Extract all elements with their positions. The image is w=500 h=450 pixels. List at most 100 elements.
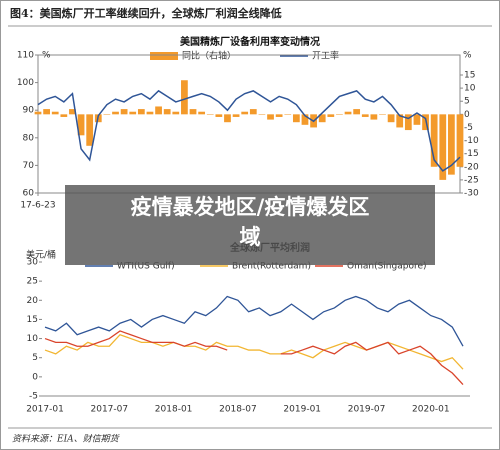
y-tick-label: 80	[23, 133, 35, 143]
bar	[448, 114, 455, 175]
y-tick-label: 70	[23, 161, 35, 171]
bar	[77, 114, 85, 136]
y-tick-label: 5	[32, 353, 38, 363]
y2-tick-label: 15	[464, 71, 475, 81]
line	[37, 89, 461, 172]
bar	[241, 111, 249, 115]
x-tick-label: 2019-07	[348, 405, 386, 415]
y2-tick-label: -10	[464, 136, 479, 146]
bar	[34, 111, 42, 115]
y2-tick-label: 5	[464, 97, 470, 107]
legend-label: Oman(Singapore)	[347, 262, 427, 272]
y-tick-label: 110	[17, 51, 34, 61]
bar	[181, 80, 188, 115]
bar	[361, 114, 369, 117]
bar	[422, 114, 429, 131]
legend-swatch	[150, 52, 178, 60]
bar	[60, 114, 68, 117]
y-tick-label: 90	[23, 106, 35, 116]
bar	[129, 111, 137, 115]
y2-tick-label: -20	[464, 162, 479, 172]
bar	[439, 114, 447, 180]
bar	[103, 114, 111, 115]
bar	[112, 111, 119, 115]
line	[280, 341, 464, 385]
bar	[370, 114, 378, 120]
bar	[387, 114, 395, 123]
y2-tick-label: -30	[464, 189, 479, 199]
y2-tick-label: 10	[464, 84, 476, 94]
bar	[292, 114, 300, 123]
y2-tick-label: 0	[464, 110, 470, 120]
bar	[275, 114, 283, 117]
x-tick-label: 2020-01	[412, 405, 450, 415]
source: 资料来源：EIA、财信期货	[12, 434, 121, 445]
y-tick-label: 100	[17, 78, 34, 88]
legend-label: WTI(US Gulf)	[117, 262, 175, 272]
bar	[404, 114, 412, 131]
bar	[155, 106, 162, 115]
bar	[215, 114, 223, 117]
bar	[69, 109, 76, 115]
bar	[198, 111, 206, 115]
bar	[327, 114, 335, 117]
bar	[353, 109, 361, 115]
bar	[232, 114, 240, 117]
bar	[336, 114, 343, 115]
figure-title: 图4：美国炼厂开工率继续回升，全球炼厂利润全线降低	[10, 6, 282, 20]
bar	[163, 109, 171, 115]
y-tick-label: 25	[27, 277, 38, 287]
bar	[189, 109, 197, 115]
bar	[86, 114, 94, 146]
bar	[456, 114, 464, 167]
y-tick-label: 10	[27, 334, 39, 344]
overlay-text: 域	[240, 225, 261, 249]
y2-tick-label: -15	[464, 149, 479, 159]
overlay-text: 疫情暴发地区/疫情爆发区	[131, 195, 370, 219]
x-tick-label: 17-6-23	[20, 201, 55, 211]
y-tick-label: 30	[27, 258, 39, 268]
y-axis-label: 美元/桶	[26, 249, 56, 261]
bar	[284, 114, 292, 115]
line	[44, 330, 228, 351]
x-tick-label: 2017-01	[26, 405, 64, 415]
line	[44, 295, 464, 347]
bar	[430, 114, 438, 167]
bar	[224, 114, 231, 123]
bar	[43, 109, 50, 115]
bar	[396, 114, 404, 128]
x-tick-label: 2017-07	[91, 405, 129, 415]
overlay-banner	[65, 185, 435, 265]
line	[44, 333, 464, 370]
chart-title: 美国精炼厂设备利用率变动情况	[180, 35, 320, 48]
bar	[267, 114, 274, 120]
x-tick-label: 2018-07	[219, 405, 257, 415]
y-tick-label: 60	[23, 189, 35, 199]
y-tick-label: 20	[27, 296, 39, 306]
y2-tick-label: -25	[464, 175, 479, 185]
bar	[413, 114, 421, 125]
bar	[206, 114, 214, 115]
x-tick-label: 2019-01	[283, 405, 321, 415]
bar	[120, 109, 128, 115]
legend-label: Brent(Rotterdam)	[232, 262, 311, 272]
x-tick-label: 2018-01	[155, 405, 193, 415]
bar	[318, 114, 326, 123]
bar	[51, 111, 59, 115]
y-tick-label: -5	[29, 392, 38, 402]
bar	[249, 109, 257, 115]
y2-unit: %	[463, 51, 472, 61]
bar	[258, 114, 266, 115]
y2-tick-label: -5	[464, 123, 473, 133]
bar	[301, 114, 309, 125]
y-unit: %	[42, 51, 51, 61]
y-tick-label: 15	[27, 315, 38, 325]
bar	[344, 111, 352, 115]
bar	[379, 114, 386, 115]
y-tick-label: 0	[32, 372, 38, 382]
bar	[172, 111, 180, 115]
bar	[146, 111, 154, 115]
bar	[137, 109, 145, 115]
